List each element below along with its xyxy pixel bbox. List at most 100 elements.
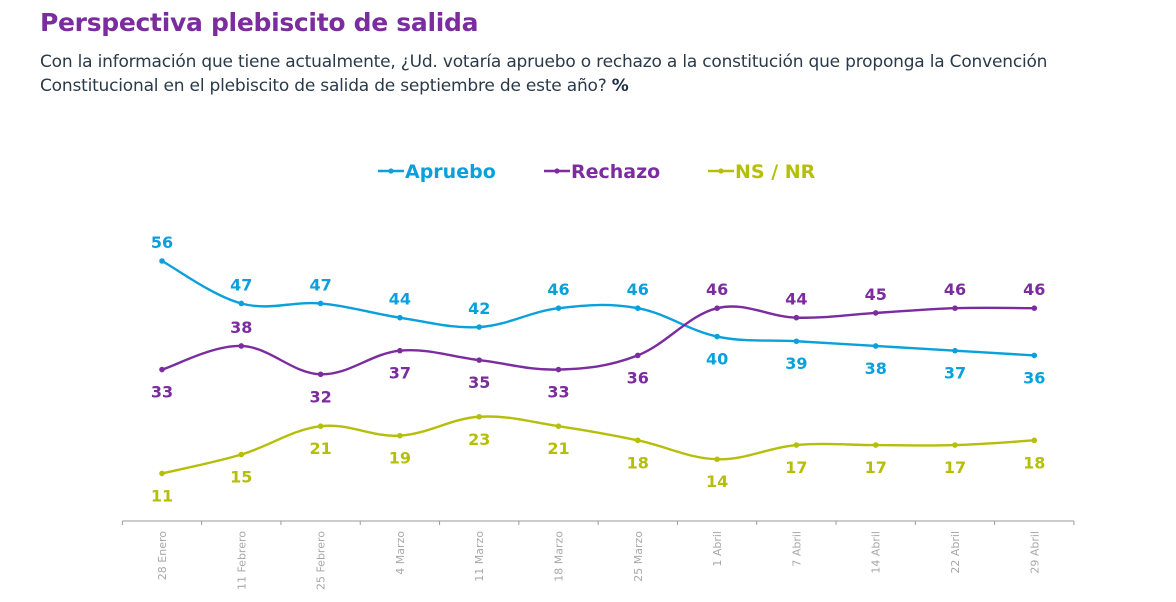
data-labels: 56 47 47 44 42 46 46 40 39 38 37 36 33 38 32 37 35 33 36 46…: [151, 233, 1046, 505]
data-point-ns-nr-8: [793, 442, 800, 448]
data-label-apruebo-1: 47: [230, 275, 252, 294]
x-tick-label-0: 28 Enero: [156, 531, 169, 580]
legend-marker-rechazo-icon: [554, 168, 560, 174]
data-label-ns-nr-2: 21: [309, 439, 331, 458]
data-label-ns-nr-8: 17: [785, 458, 807, 477]
data-label-ns-nr-7: 14: [706, 472, 728, 491]
x-axis: 28 Enero 11 Febrero 25 Febrero 4 Marzo 11 Ma…: [121, 520, 1075, 590]
data-label-rechazo-3: 37: [389, 364, 411, 383]
data-label-ns-nr-10: 17: [944, 458, 966, 477]
data-point-ns-nr-6: [635, 437, 641, 444]
data-point-rechazo-5: [555, 366, 562, 373]
data-label-ns-nr-3: 19: [389, 449, 411, 468]
data-point-apruebo-1: [238, 300, 245, 307]
data-label-rechazo-1: 38: [230, 318, 252, 337]
legend-marker-apruebo-icon: [388, 168, 394, 174]
data-point-rechazo-3: [397, 347, 403, 354]
data-label-rechazo-0: 33: [151, 383, 173, 402]
data-label-rechazo-6: 36: [627, 368, 649, 387]
data-label-ns-nr-9: 17: [865, 458, 887, 477]
legend-label-ns-nr: NS / NR: [735, 161, 816, 183]
data-point-rechazo-10: [952, 305, 958, 312]
data-point-apruebo-11: [1031, 352, 1038, 359]
data-label-ns-nr-4: 23: [468, 430, 490, 449]
x-tick-label-10: 22 Abril: [949, 531, 962, 574]
legend-label-apruebo: Apruebo: [405, 161, 496, 183]
data-label-ns-nr-0: 11: [151, 486, 173, 505]
data-point-apruebo-6: [635, 305, 641, 312]
data-point-ns-nr-10: [952, 442, 958, 448]
data-label-apruebo-0: 56: [151, 233, 173, 252]
data-point-apruebo-8: [793, 338, 800, 345]
chart-title: Perspectiva plebiscito de salida: [40, 8, 479, 37]
data-point-apruebo-10: [952, 347, 958, 354]
data-point-rechazo-11: [1031, 305, 1038, 312]
data-point-apruebo-0: [159, 258, 165, 264]
data-point-rechazo-4: [476, 357, 483, 363]
data-label-apruebo-5: 46: [547, 280, 569, 299]
x-tick-label-3: 4 Marzo: [394, 531, 407, 575]
x-tick-label-2: 25 Febrero: [315, 531, 328, 590]
data-point-apruebo-3: [397, 314, 403, 321]
x-tick-label-11: 29 Abril: [1028, 531, 1041, 574]
data-label-ns-nr-1: 15: [230, 468, 252, 487]
data-label-apruebo-3: 44: [389, 290, 411, 309]
data-point-apruebo-4: [476, 324, 483, 330]
data-label-apruebo-11: 36: [1023, 368, 1045, 387]
subtitle-unit: %: [611, 76, 629, 96]
data-point-ns-nr-2: [317, 423, 324, 430]
data-point-rechazo-7: [714, 305, 720, 312]
data-label-apruebo-4: 42: [468, 299, 490, 318]
data-label-ns-nr-6: 18: [627, 453, 649, 472]
data-point-rechazo-1: [238, 343, 245, 349]
data-point-ns-nr-4: [476, 413, 483, 420]
data-label-rechazo-4: 35: [468, 373, 490, 392]
data-point-apruebo-7: [714, 333, 720, 340]
data-label-apruebo-9: 38: [865, 359, 887, 378]
x-tick-label-9: 14 Abril: [870, 531, 883, 574]
series-lines: [159, 258, 1038, 477]
data-point-ns-nr-1: [238, 451, 245, 458]
x-tick-label-8: 7 Abril: [790, 531, 803, 567]
x-tick-label-5: 18 Marzo: [553, 531, 566, 582]
series-line-rechazo: [161, 305, 1035, 376]
data-point-rechazo-2: [317, 371, 324, 378]
data-label-ns-nr-11: 18: [1023, 453, 1045, 472]
data-point-ns-nr-9: [872, 442, 879, 448]
x-tick-label-4: 11 Marzo: [473, 531, 486, 582]
data-label-rechazo-11: 46: [1023, 280, 1045, 299]
data-label-apruebo-10: 37: [944, 364, 966, 383]
legend-label-rechazo: Rechazo: [571, 161, 660, 183]
subtitle-question: Con la información que tiene actualmente…: [40, 52, 1048, 96]
x-tick-label-6: 25 Marzo: [632, 531, 645, 582]
data-label-rechazo-8: 44: [785, 290, 807, 309]
data-label-rechazo-7: 46: [706, 280, 728, 299]
data-label-ns-nr-5: 21: [547, 439, 569, 458]
data-point-ns-nr-11: [1031, 437, 1038, 444]
data-label-apruebo-2: 47: [309, 275, 331, 294]
data-point-ns-nr-3: [397, 432, 403, 439]
chart-subtitle: Con la información que tiene actualmente…: [40, 50, 1150, 98]
data-point-rechazo-8: [793, 314, 800, 321]
data-point-apruebo-5: [555, 305, 562, 312]
data-label-apruebo-6: 46: [627, 280, 649, 299]
data-point-ns-nr-5: [555, 423, 562, 430]
data-point-apruebo-2: [317, 300, 324, 307]
data-point-ns-nr-0: [159, 470, 165, 477]
data-point-rechazo-6: [635, 352, 641, 359]
legend: Apruebo Rechazo NS / NR: [378, 161, 816, 183]
data-label-rechazo-2: 32: [309, 387, 331, 406]
data-point-rechazo-9: [872, 310, 879, 316]
data-label-rechazo-10: 46: [944, 280, 966, 299]
data-label-apruebo-8: 39: [785, 354, 807, 373]
x-tick-label-7: 1 Abril: [711, 531, 724, 567]
data-point-ns-nr-7: [714, 456, 720, 463]
data-point-apruebo-9: [872, 343, 879, 349]
data-point-rechazo-0: [159, 366, 165, 373]
x-tick-label-1: 11 Febrero: [235, 531, 248, 590]
series-line-ns-nr: [161, 415, 1035, 475]
data-label-rechazo-9: 45: [865, 285, 887, 304]
legend-marker-ns-nr-icon: [718, 168, 724, 174]
data-label-apruebo-7: 40: [706, 350, 728, 369]
